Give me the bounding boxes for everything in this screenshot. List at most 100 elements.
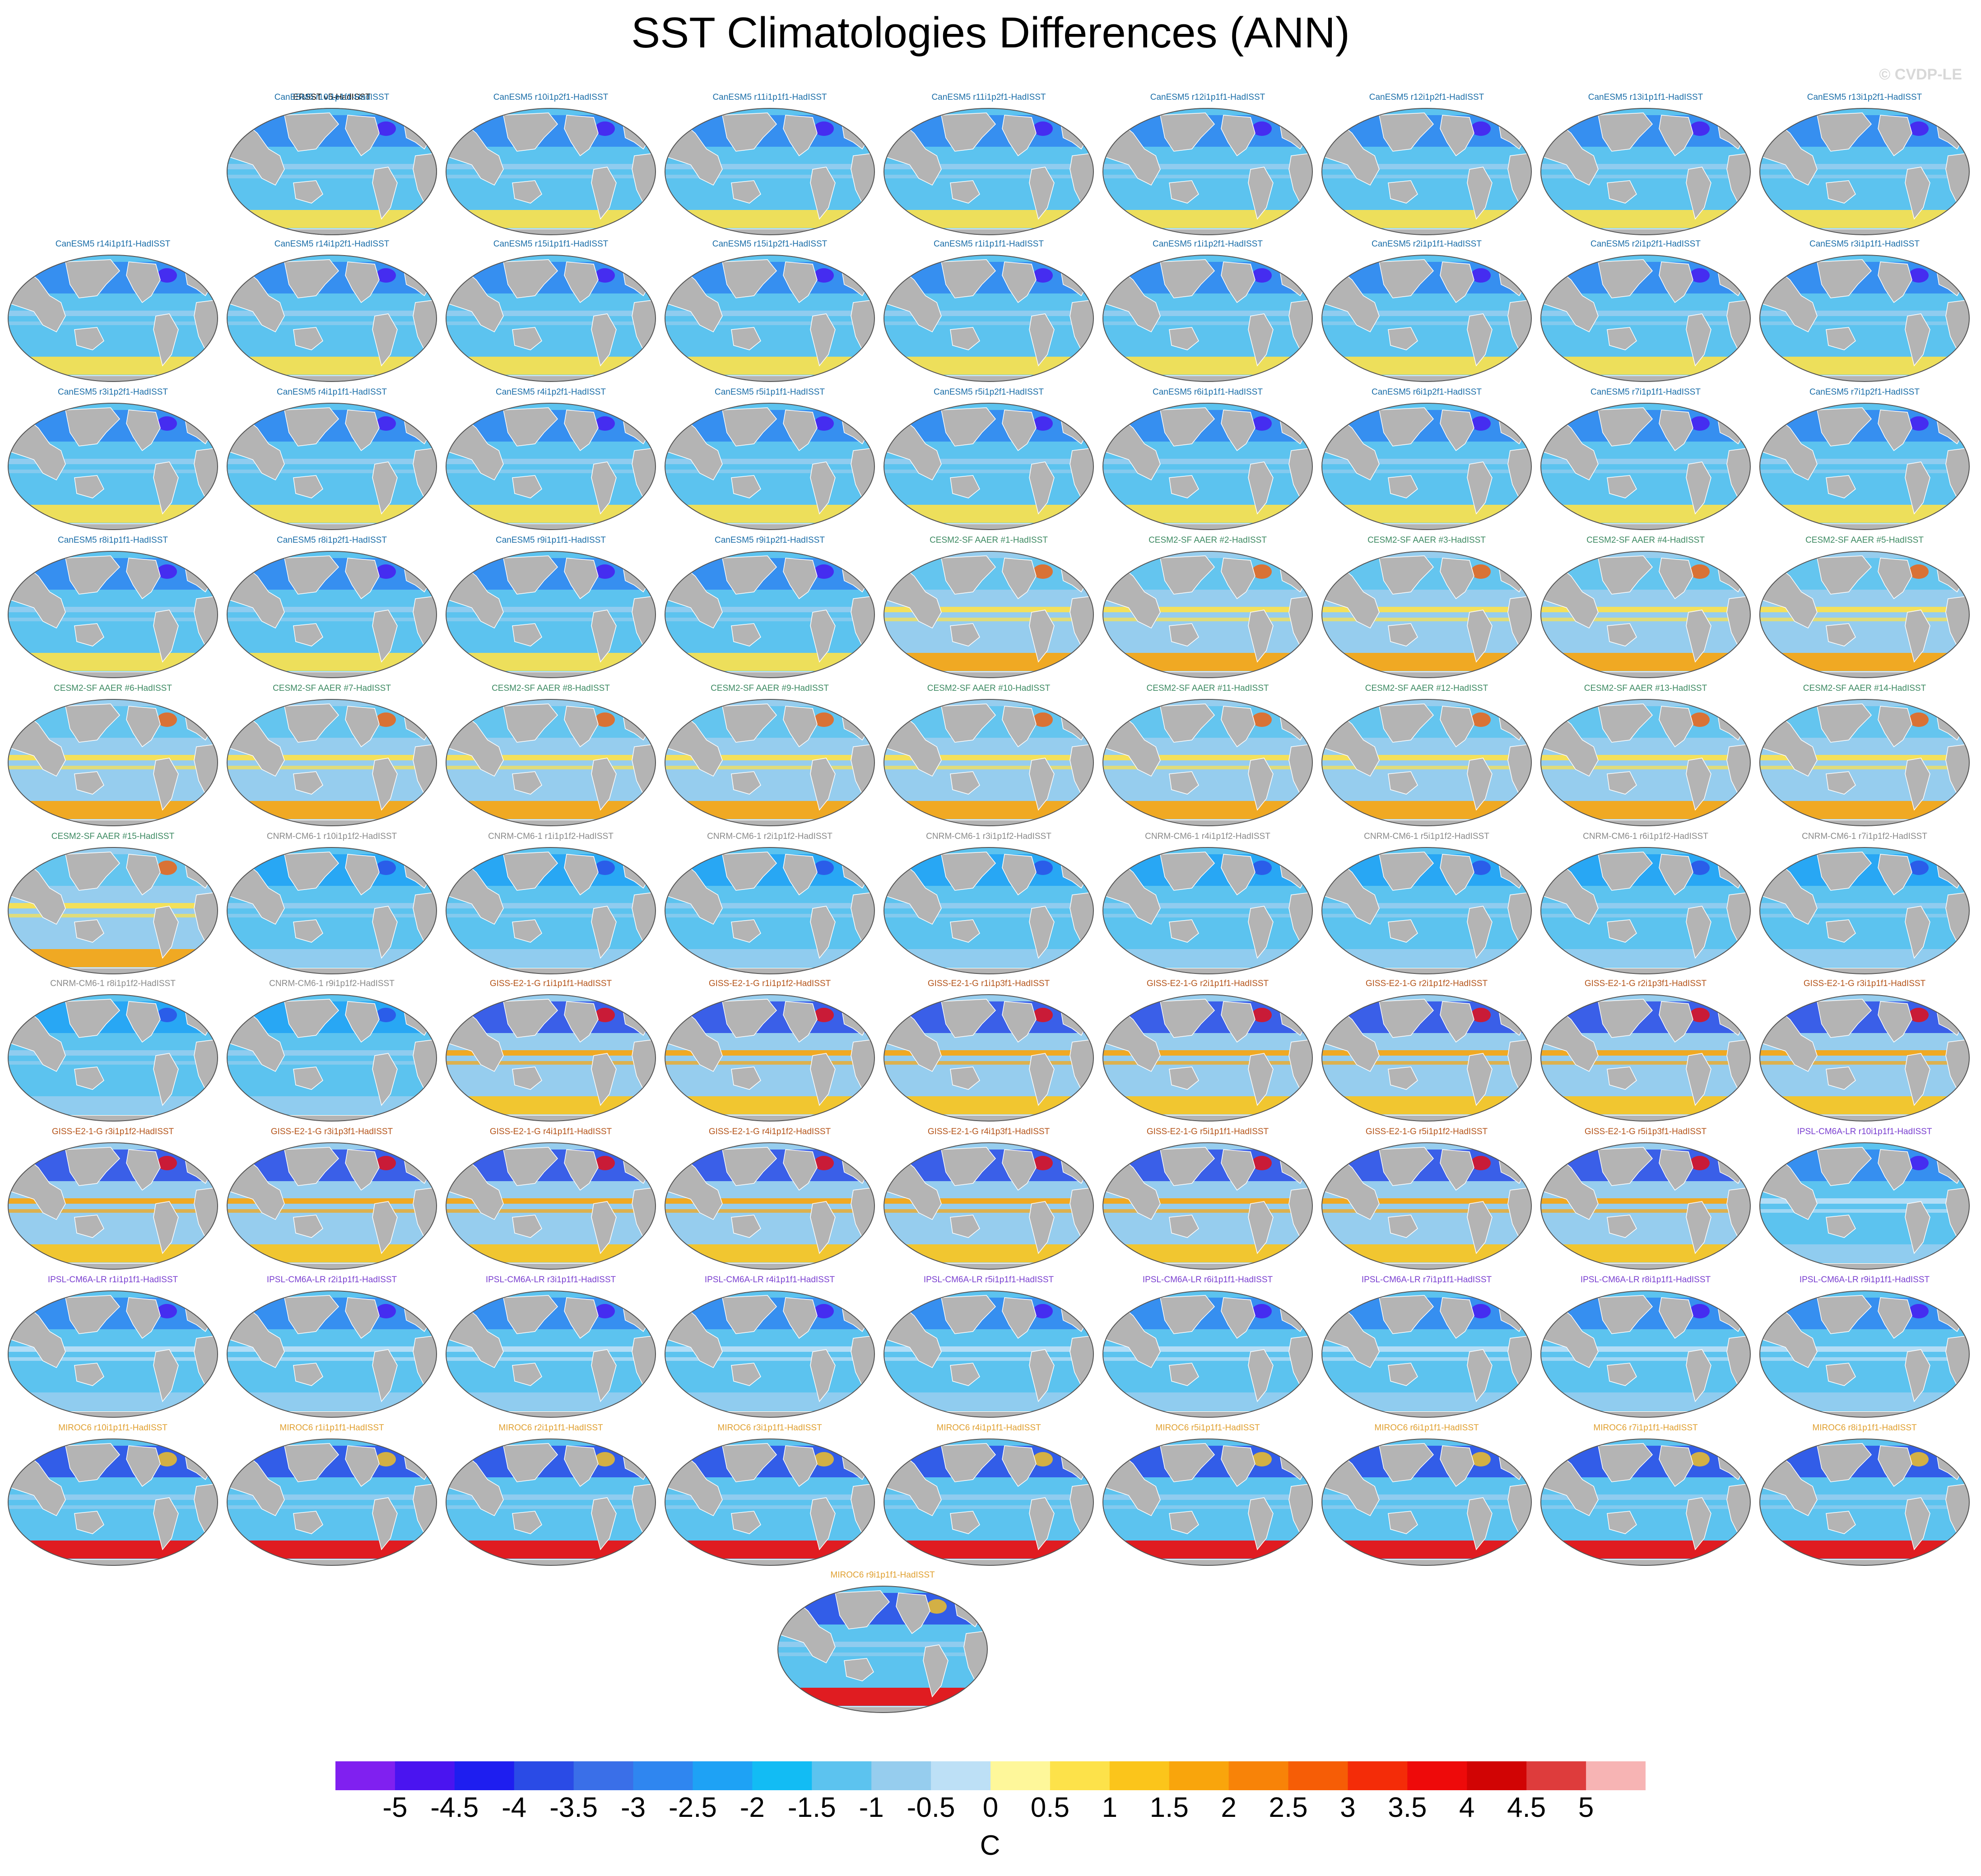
map-panel: IPSL-CM6A-LR r9i1p1f1-HadISST: [1758, 1275, 1971, 1420]
map-panel-title: CESM2-SF AAER #4-HadISST: [1586, 535, 1705, 545]
colorbar-tick-label: 2: [1221, 1792, 1237, 1823]
map-panel: CanESM5 r10i1p1f1-HadISST: [226, 93, 438, 237]
map-panel: CanESM5 r3i1p1f1-HadISST: [1758, 239, 1971, 384]
colorbar-tick-label: -3: [620, 1792, 646, 1823]
map-panel-title: CESM2-SF AAER #12-HadISST: [1365, 684, 1488, 693]
map-panel-title: CNRM-CM6-1 r3i1p1f2-HadISST: [926, 832, 1051, 841]
map-panel: CESM2-SF AAER #14-HadISST: [1758, 684, 1971, 828]
colorbar-tick-label: 3.5: [1388, 1792, 1427, 1823]
map-panel: CanESM5 r7i1p2f1-HadISST: [1758, 387, 1971, 532]
sst-difference-map: [227, 1290, 437, 1418]
sst-difference-map: [227, 1438, 437, 1566]
sst-difference-map: [1759, 994, 1970, 1122]
map-panel-title: GISS-E2-1-G r3i1p3f1-HadISST: [270, 1127, 393, 1136]
map-panel-title: CanESM5 r10i1p1f1-HadISST: [274, 93, 390, 102]
sst-difference-map: [446, 108, 656, 235]
map-panel: CanESM5 r13i1p2f1-HadISST: [1758, 93, 1971, 237]
sst-difference-map: [665, 699, 875, 826]
map-panel-title: CNRM-CM6-1 r4i1p1f2-HadISST: [1145, 832, 1270, 841]
sst-difference-map: [1321, 403, 1532, 530]
sst-difference-map: [446, 551, 656, 678]
map-panel: CESM2-SF AAER #10-HadISST: [883, 684, 1095, 828]
colorbar-tick-label: 0: [982, 1792, 999, 1823]
map-panel: CanESM5 r9i1p1f1-HadISST: [445, 535, 657, 680]
map-panel-title: CNRM-CM6-1 r6i1p1f2-HadISST: [1583, 832, 1708, 841]
sst-difference-map: [1540, 108, 1751, 235]
map-panel: CanESM5 r3i1p2f1-HadISST: [7, 387, 219, 532]
sst-difference-map: [227, 994, 437, 1122]
colorbar-segment: [693, 1761, 753, 1790]
map-panel: CESM2-SF AAER #3-HadISST: [1321, 535, 1533, 680]
map-panel: MIROC6 r10i1p1f1-HadISST: [7, 1423, 219, 1568]
map-panel-title: MIROC6 r10i1p1f1-HadISST: [58, 1423, 167, 1433]
sst-difference-map: [1321, 1290, 1532, 1418]
map-panel: GISS-E2-1-G r4i1p1f2-HadISST: [664, 1127, 876, 1271]
map-panel-title: CanESM5 r7i1p2f1-HadISST: [1809, 387, 1920, 397]
map-panel-title: CESM2-SF AAER #14-HadISST: [1803, 684, 1926, 693]
map-panel: CanESM5 r2i1p2f1-HadISST: [1539, 239, 1752, 384]
map-panel: CanESM5 r14i1p2f1-HadISST: [226, 239, 438, 384]
sst-difference-map: [665, 551, 875, 678]
map-panel: GISS-E2-1-G r3i1p1f2-HadISST: [7, 1127, 219, 1271]
map-panel-title: CNRM-CM6-1 r2i1p1f2-HadISST: [707, 832, 832, 841]
map-panel: CanESM5 r6i1p1f1-HadISST: [1102, 387, 1314, 532]
sst-difference-map: [8, 1438, 218, 1566]
sst-difference-map: [884, 994, 1094, 1122]
map-panel: IPSL-CM6A-LR r5i1p1f1-HadISST: [883, 1275, 1095, 1420]
map-panel: MIROC6 r1i1p1f1-HadISST: [226, 1423, 438, 1568]
colorbar-segment: [454, 1761, 515, 1790]
sst-difference-map: [446, 994, 656, 1122]
map-panel-title: GISS-E2-1-G r1i1p1f2-HadISST: [708, 979, 831, 988]
map-panel-title: MIROC6 r3i1p1f1-HadISST: [717, 1423, 822, 1433]
map-panel: MIROC6 r8i1p1f1-HadISST: [1758, 1423, 1971, 1568]
sst-difference-map: [1102, 108, 1313, 235]
map-panel-grid: ERSST v5-HadISST CanESM5 r10i1p1f1-HadISS…: [7, 93, 1971, 1713]
colorbar-tick-label: -4: [502, 1792, 527, 1823]
sst-difference-map: [1759, 1438, 1970, 1566]
sst-difference-map: [227, 699, 437, 826]
colorbar-segment: [1348, 1761, 1408, 1790]
colorbar-tick-label: -3.5: [549, 1792, 598, 1823]
map-panel: CNRM-CM6-1 r7i1p1f2-HadISST: [1758, 832, 1971, 976]
map-panel-title: GISS-E2-1-G r4i1p1f1-HadISST: [489, 1127, 612, 1136]
sst-difference-map: [1540, 551, 1751, 678]
sst-difference-map: [1759, 699, 1970, 826]
map-panel-title: CanESM5 r12i1p2f1-HadISST: [1369, 93, 1484, 102]
sst-difference-map: [777, 1586, 988, 1713]
sst-difference-map: [1321, 1438, 1532, 1566]
sst-difference-map: [1321, 551, 1532, 678]
map-panel: CESM2-SF AAER #12-HadISST: [1321, 684, 1533, 828]
map-panel: MIROC6 r7i1p1f1-HadISST: [1539, 1423, 1752, 1568]
map-panel-title: GISS-E2-1-G r4i1p3f1-HadISST: [927, 1127, 1050, 1136]
map-panel: CanESM5 r10i1p2f1-HadISST: [445, 93, 657, 237]
map-panel: CESM2-SF AAER #4-HadISST: [1539, 535, 1752, 680]
colorbar-segment: [812, 1761, 872, 1790]
sst-difference-map: [665, 1290, 875, 1418]
colorbar-tick-label: -2: [739, 1792, 765, 1823]
map-panel-title: CESM2-SF AAER #13-HadISST: [1584, 684, 1707, 693]
colorbar-segment: [573, 1761, 634, 1790]
map-panel: CESM2-SF AAER #11-HadISST: [1102, 684, 1314, 828]
map-panel-title: GISS-E2-1-G r2i1p1f2-HadISST: [1365, 979, 1488, 988]
map-panel: MIROC6 r2i1p1f1-HadISST: [445, 1423, 657, 1568]
colorbar-units: C: [980, 1830, 1000, 1861]
map-panel: CESM2-SF AAER #13-HadISST: [1539, 684, 1752, 828]
map-panel-title: GISS-E2-1-G r1i1p3f1-HadISST: [927, 979, 1050, 988]
sst-difference-map: [446, 403, 656, 530]
map-panel: IPSL-CM6A-LR r10i1p1f1-HadISST: [1758, 1127, 1971, 1271]
colorbar-segment: [1109, 1761, 1170, 1790]
sst-difference-map: [1540, 1290, 1751, 1418]
colorbar-segment: [871, 1761, 931, 1790]
map-panel-title: CESM2-SF AAER #7-HadISST: [273, 684, 391, 693]
sst-difference-map: [665, 255, 875, 382]
map-panel: GISS-E2-1-G r2i1p1f1-HadISST: [1102, 979, 1314, 1123]
map-panel: CESM2-SF AAER #7-HadISST: [226, 684, 438, 828]
sst-difference-map: [8, 847, 218, 974]
sst-difference-map: [227, 1142, 437, 1270]
map-panel-title: CanESM5 r9i1p1f1-HadISST: [496, 535, 606, 545]
sst-difference-map: [1540, 255, 1751, 382]
map-panel-title: IPSL-CM6A-LR r2i1p1f1-HadISST: [266, 1275, 397, 1285]
map-panel-title: CESM2-SF AAER #11-HadISST: [1146, 684, 1269, 693]
sst-difference-map: [227, 847, 437, 974]
colorbar-segment: [514, 1761, 574, 1790]
